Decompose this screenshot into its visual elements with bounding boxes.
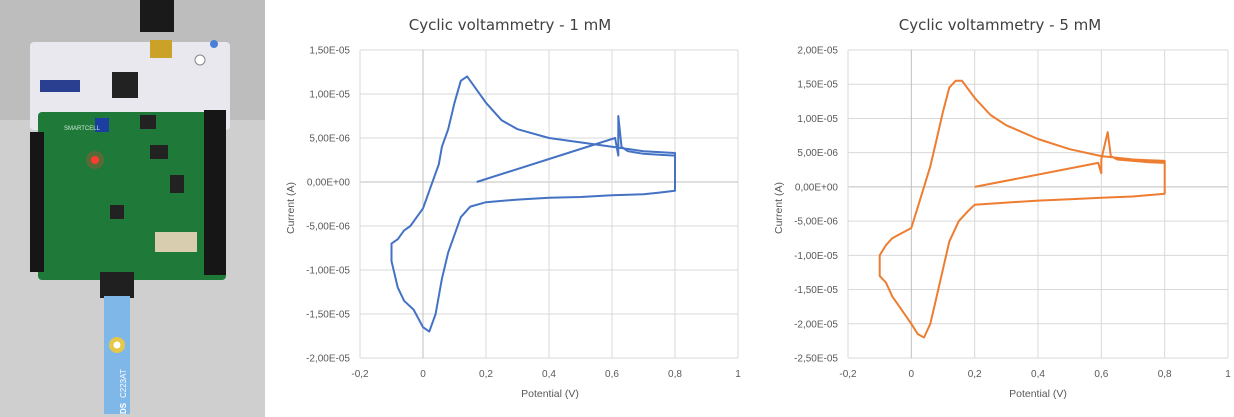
mcu-chip: [112, 72, 138, 98]
y-axis-label: Current (A): [773, 182, 785, 234]
cv-chart-5mm: Cyclic voltammetry - 5 mM 2,00E-05 1,50E-…: [773, 16, 1231, 400]
y-tick-label: -1,50E-05: [794, 285, 838, 296]
y-axis-label: Current (A): [285, 182, 297, 234]
chart-title: Cyclic voltammetry - 5 mM: [899, 16, 1101, 34]
x-tick-label: 0: [909, 369, 915, 380]
shield-pcb: [38, 112, 226, 280]
x-tick-label: -0,2: [351, 369, 369, 380]
x-axis-label: Potential (V): [1009, 388, 1067, 400]
y-tick-label: 1,50E-05: [797, 80, 838, 91]
y-tick-label: -1,00E-05: [794, 251, 838, 262]
x-tick-label: 0,4: [1031, 369, 1045, 380]
y-tick-label: 5,00E-06: [309, 134, 350, 145]
relay: [155, 232, 197, 252]
y-tick-label: -2,00E-05: [794, 319, 838, 330]
y-tick-label: -2,50E-05: [794, 354, 838, 365]
x-tick-label: 0,6: [605, 369, 619, 380]
x-tick-label: 1: [1225, 369, 1231, 380]
y-tick-label: 2,00E-05: [797, 46, 838, 57]
chart-title: Cyclic voltammetry - 1 mM: [409, 16, 611, 34]
x-tick-label: 0,8: [1158, 369, 1172, 380]
y-tick-label: 1,50E-05: [309, 46, 350, 57]
x-tick-label: -0,2: [839, 369, 857, 380]
cv-chart-1mm: Cyclic voltammetry - 1 mM 1,50E-05 1,00E-…: [285, 16, 741, 400]
y-tick-label: -2,00E-05: [306, 354, 350, 365]
usb-connector: [150, 40, 172, 58]
y-tick-label: -5,00E-06: [306, 222, 350, 233]
y-tick-label: -5,00E-06: [794, 217, 838, 228]
x-tick-label: 0,8: [668, 369, 682, 380]
x-tick-label: 0,6: [1094, 369, 1108, 380]
y-tick-label: 1,00E-05: [309, 90, 350, 101]
series-line: [390, 75, 676, 333]
x-axis-label: Potential (V): [521, 388, 579, 400]
board-label: SMARTCELL: [64, 126, 101, 132]
x-tick-label: 1: [735, 369, 741, 380]
y-tick-label: 1,00E-05: [797, 114, 838, 125]
strip-label: C223AT: [119, 369, 128, 398]
device-photo: SMARTCELL C223AT DS: [0, 0, 265, 417]
y-tick-label: -1,00E-05: [306, 266, 350, 277]
strip-connector: [100, 272, 134, 298]
x-tick-label: 0: [420, 369, 426, 380]
y-tick-label: -1,50E-05: [306, 310, 350, 321]
x-tick-label: 0,4: [542, 369, 556, 380]
usb-cable: [140, 0, 174, 32]
status-led: [91, 156, 99, 164]
sensor-strip: [104, 296, 130, 414]
y-tick-label: 0,00E+00: [307, 178, 351, 189]
x-tick-label: 0,2: [968, 369, 982, 380]
series-line: [878, 79, 1166, 339]
x-tick-label: 0,2: [479, 369, 493, 380]
y-tick-label: 0,00E+00: [795, 182, 839, 193]
strip-logo: DS: [119, 402, 128, 414]
y-tick-label: 5,00E-06: [797, 148, 838, 159]
